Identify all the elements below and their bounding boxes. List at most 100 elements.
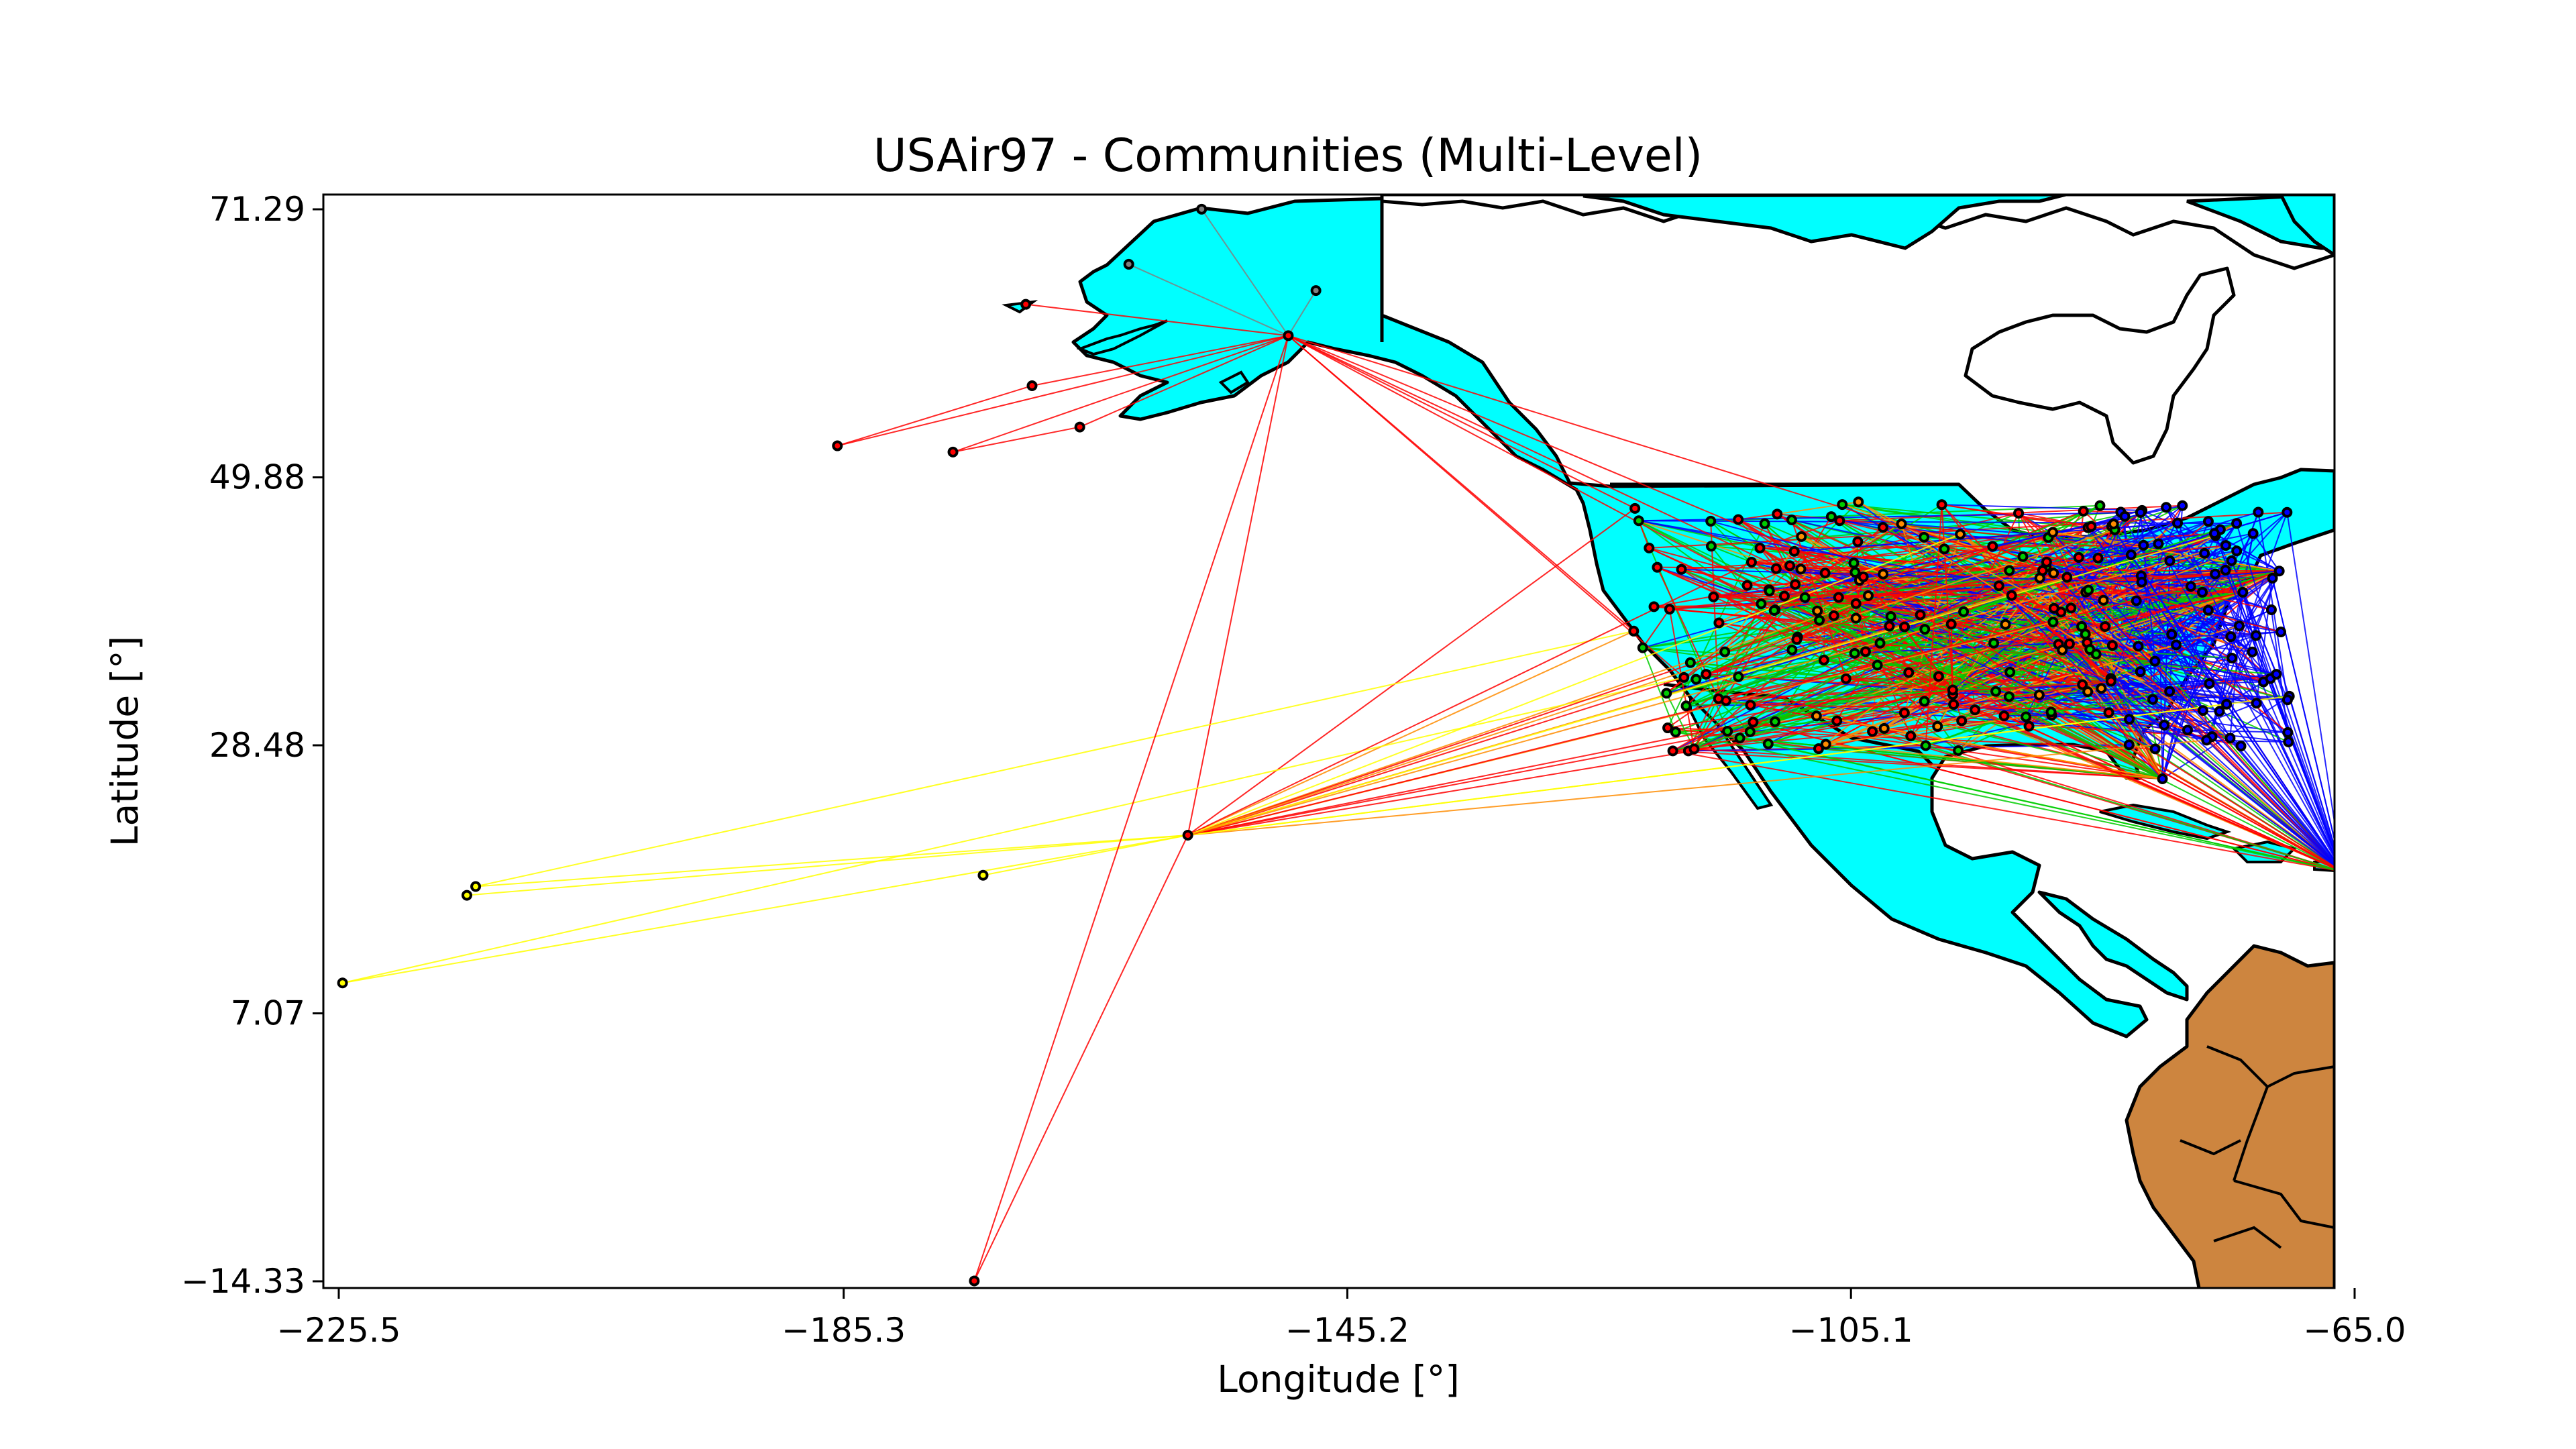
- network-edge: [2141, 510, 2257, 637]
- airport-node: [2210, 568, 2221, 580]
- airport-node: [1819, 568, 1831, 579]
- airport-node: [1860, 646, 1871, 657]
- airport-node: [2006, 590, 2017, 601]
- south-america-borders: [2180, 1045, 2334, 1249]
- network-edge: [1992, 545, 2243, 593]
- y-tick-label: 71.29: [209, 190, 305, 229]
- network-edge: [2078, 522, 2178, 558]
- airport-node: [2023, 720, 2035, 732]
- airport-node: [2135, 506, 2146, 518]
- airport-node: [1899, 621, 1911, 633]
- network-edge: [342, 835, 1188, 984]
- network-edge: [2110, 678, 2334, 867]
- airport-node: [2233, 621, 2245, 632]
- network-edge: [1288, 335, 1857, 604]
- airport-node: [1988, 637, 2000, 649]
- airport-node: [1831, 715, 1843, 727]
- hudson-bay-water: [1964, 266, 2236, 465]
- x-tick-label: −105.1: [1789, 1311, 1913, 1350]
- airport-node: [947, 446, 959, 458]
- network-edge: [2218, 592, 2244, 712]
- airport-node: [2282, 694, 2293, 706]
- network-edge: [1187, 508, 1635, 836]
- airport-node: [1877, 522, 1888, 533]
- network-edge: [1951, 623, 2155, 662]
- airport-node: [2124, 714, 2135, 725]
- airport-node: [1688, 743, 1700, 755]
- airport-node: [1690, 674, 1702, 685]
- airport-node: [1799, 592, 1811, 603]
- airport-node: [2096, 683, 2107, 694]
- network-edge: [1951, 623, 2334, 868]
- airport-node: [1701, 669, 1712, 680]
- airport-node: [1970, 704, 1981, 716]
- network-edge: [1845, 678, 1953, 691]
- network-edge: [2169, 560, 2271, 680]
- network-edge: [1880, 591, 2243, 644]
- airport-node: [1933, 671, 1944, 682]
- network-edge: [1187, 533, 1961, 836]
- airport-node: [2077, 679, 2088, 690]
- network-edge: [2286, 512, 2334, 827]
- network-edge: [1642, 647, 1676, 733]
- y-tick-label: 28.48: [209, 726, 305, 765]
- airport-node: [2153, 538, 2164, 549]
- network-edge: [1941, 504, 2112, 682]
- airport-node: [1948, 699, 1960, 710]
- network-edge: [1287, 335, 1953, 691]
- network-edge: [2051, 698, 2153, 713]
- network-edge: [1858, 501, 2231, 739]
- airport-node: [1834, 515, 1845, 527]
- airport-node: [2157, 773, 2168, 785]
- network-edge: [2039, 577, 2334, 865]
- airport-node: [1990, 686, 2002, 697]
- airport-node: [2106, 640, 2118, 651]
- airport-node: [2172, 517, 2184, 529]
- chart-title: USAir97 - Communities (Multi-Level): [873, 129, 1703, 182]
- network-edge: [2061, 649, 2334, 867]
- airport-node: [2220, 564, 2231, 576]
- airport-node: [1670, 727, 1681, 738]
- airport-node: [1684, 657, 1696, 668]
- airport-node: [1283, 330, 1294, 341]
- airport-node: [1820, 739, 1831, 750]
- x-tick-label: −65.0: [2303, 1311, 2406, 1350]
- airport-node: [2004, 666, 2016, 678]
- network-edge: [1675, 731, 2334, 871]
- airport-node: [2231, 545, 2243, 557]
- network-edge: [1026, 303, 1289, 337]
- airport-node: [1837, 499, 1848, 511]
- airport-node: [1770, 563, 1782, 574]
- airport-node: [2090, 649, 2102, 660]
- airport-node: [2147, 694, 2159, 705]
- airport-node: [1811, 710, 1822, 722]
- central-america: [2037, 890, 2189, 1002]
- network-edge: [1862, 576, 1953, 691]
- airport-node: [1840, 673, 1851, 684]
- airport-node: [2209, 528, 2220, 539]
- network-edge: [1710, 520, 2277, 676]
- network-edge: [2052, 531, 2334, 864]
- cuba: [2099, 803, 2232, 841]
- airport-node: [2086, 521, 2097, 532]
- network-edge: [2206, 739, 2289, 743]
- airport-node: [1182, 830, 1193, 841]
- network-edge: [1998, 585, 2112, 682]
- network-edge: [1819, 619, 2111, 682]
- airport-node: [1661, 688, 1672, 699]
- airport-node: [1867, 726, 1878, 737]
- airport-node: [1848, 557, 1860, 569]
- airport-node: [2251, 698, 2262, 709]
- airport-node: [1953, 745, 1964, 756]
- airport-node: [2247, 646, 2258, 657]
- airport-node: [2045, 706, 2057, 718]
- network-edge: [1649, 547, 1856, 604]
- airport-node: [1786, 644, 1798, 655]
- airport-node: [1828, 610, 1839, 621]
- x-tick-label: −145.2: [1285, 1311, 1409, 1350]
- airport-node: [1762, 738, 1774, 749]
- network-edge: [1724, 596, 1806, 653]
- network-edge: [2139, 512, 2156, 661]
- network-edge: [1187, 739, 2207, 837]
